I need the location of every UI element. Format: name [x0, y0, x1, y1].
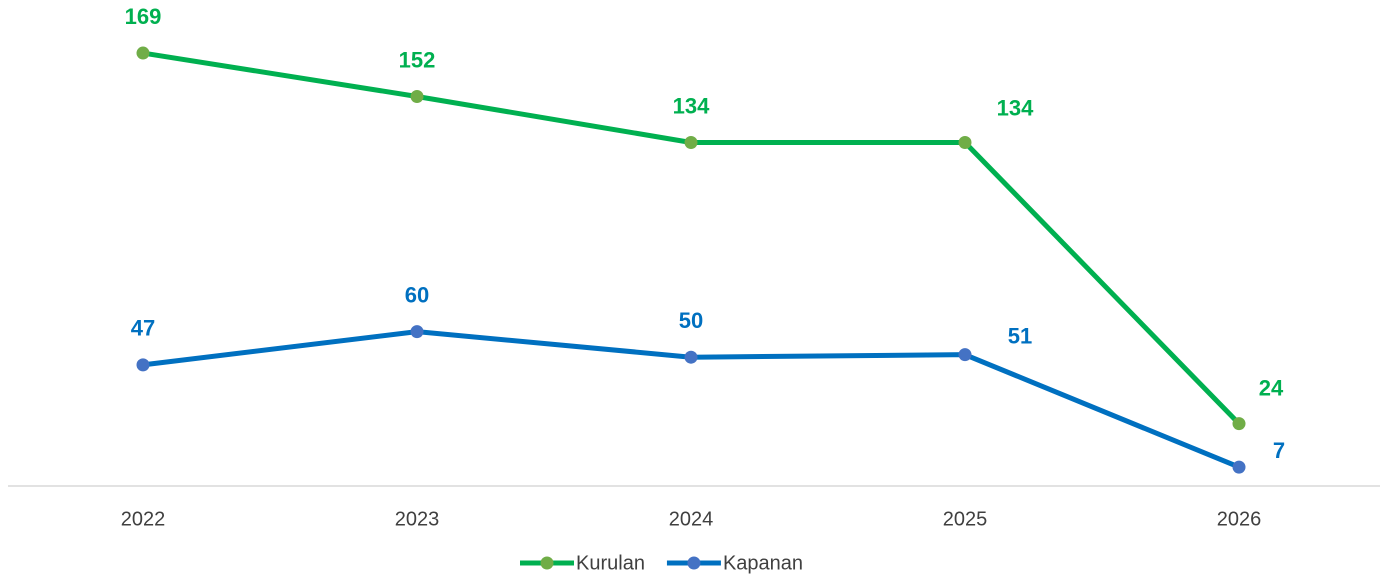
x-tick-label: 2024: [669, 508, 714, 530]
legend-marker: [540, 556, 554, 570]
marker: [136, 46, 150, 60]
legend-label: Kurulan: [576, 552, 645, 574]
data-label: 51: [1008, 323, 1032, 348]
x-tick-label: 2025: [943, 508, 988, 530]
data-label: 7: [1273, 438, 1285, 463]
marker: [1232, 460, 1246, 474]
data-label: 47: [131, 316, 155, 341]
legend-label: Kapanan: [723, 552, 803, 574]
x-tick-label: 2023: [395, 508, 440, 530]
marker: [1232, 417, 1246, 431]
marker: [684, 350, 698, 364]
legend-marker: [687, 556, 701, 570]
marker: [136, 358, 150, 372]
marker: [410, 325, 424, 339]
marker: [684, 135, 698, 149]
marker: [410, 89, 424, 103]
data-label: 60: [405, 282, 429, 307]
data-label: 24: [1259, 375, 1284, 400]
data-label: 152: [399, 47, 436, 72]
x-tick-label: 2022: [121, 508, 166, 530]
data-label: 134: [673, 93, 710, 118]
data-label: 50: [679, 308, 703, 333]
marker: [958, 135, 972, 149]
x-tick-label: 2026: [1217, 508, 1262, 530]
marker: [958, 348, 972, 362]
data-label: 134: [997, 95, 1034, 120]
data-label: 169: [125, 4, 162, 29]
